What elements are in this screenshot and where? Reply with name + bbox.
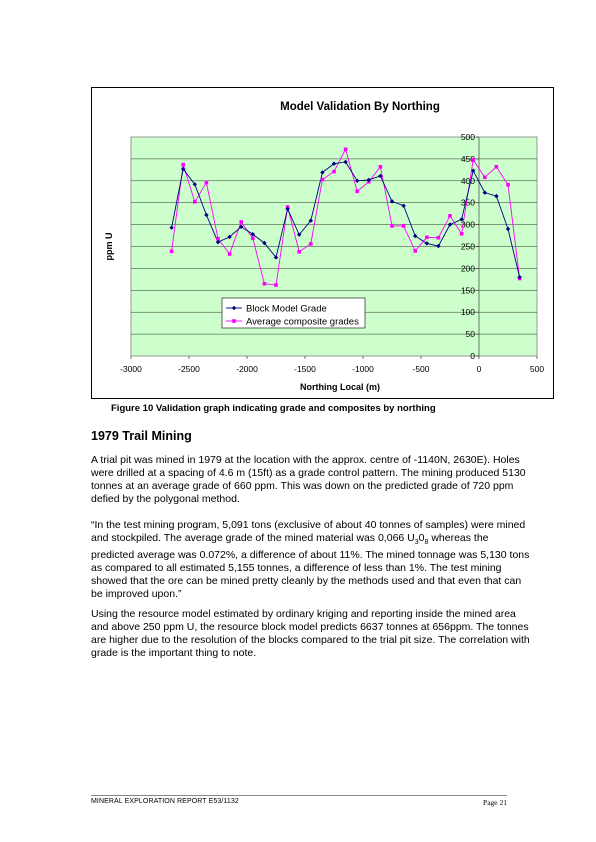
paragraph-test-mining-quote: “In the test mining program, 5,091 tons … xyxy=(91,519,531,601)
data-point-series-1 xyxy=(262,281,267,286)
legend-marker-1 xyxy=(232,319,236,323)
quote-text-part1: “In the test mining program, 5,091 tons … xyxy=(91,519,526,544)
legend-marker-0 xyxy=(231,305,237,311)
x-tick-label: -3000 xyxy=(120,364,142,374)
data-point-series-0 xyxy=(181,166,186,172)
subscript-8: 8 xyxy=(424,539,429,547)
data-point-series-0 xyxy=(401,203,406,208)
data-point-series-0 xyxy=(505,226,511,232)
y-tick-label: 100 xyxy=(461,307,475,317)
data-point-series-1 xyxy=(216,236,220,241)
data-point-series-1 xyxy=(204,180,209,185)
data-point-series-1 xyxy=(494,164,499,169)
data-point-series-1 xyxy=(378,164,383,169)
data-point-series-1 xyxy=(297,249,301,254)
data-point-series-0 xyxy=(262,240,267,246)
x-tick-label: 0 xyxy=(477,364,482,374)
validation-chart: Model Validation By Northing 0 50 100 150 200… xyxy=(104,101,544,392)
y-tick-label: 500 xyxy=(461,132,475,142)
data-point-series-1 xyxy=(390,224,394,228)
data-point-series-1 xyxy=(483,175,487,180)
data-point-series-1 xyxy=(320,177,325,182)
data-point-series-0 xyxy=(471,168,476,173)
x-axis-label: Northing Local (m) xyxy=(300,382,380,392)
y-tick-label: 50 xyxy=(466,329,476,339)
data-point-series-0 xyxy=(436,243,441,249)
y-axis-label: ppm U xyxy=(104,233,114,261)
paragraph-trial-pit: A trial pit was mined in 1979 at the loc… xyxy=(91,454,526,505)
data-point-series-1 xyxy=(227,252,232,256)
figure-caption: Figure 10 Validation graph indicating gr… xyxy=(111,403,436,414)
data-point-series-1 xyxy=(471,157,475,162)
paragraph-resource-model: Using the resource model estimated by or… xyxy=(91,608,530,659)
chart-frame: Model Validation By Northing 0 50 100 150 200… xyxy=(91,87,554,399)
y-tick-label: 400 xyxy=(461,176,475,186)
data-point-series-1 xyxy=(355,189,359,194)
data-point-series-0 xyxy=(204,212,209,218)
footer-page-number: Page 21 xyxy=(483,798,507,807)
data-point-series-0 xyxy=(169,225,174,230)
data-point-series-1 xyxy=(169,249,174,254)
data-point-series-0 xyxy=(331,161,337,166)
footer-divider xyxy=(91,795,507,796)
y-tick-label: 0 xyxy=(470,351,475,361)
data-point-series-1 xyxy=(251,236,255,240)
legend-label-1: Average composite grades xyxy=(246,317,359,328)
data-point-series-0 xyxy=(447,222,453,227)
data-point-series-1 xyxy=(309,242,313,246)
y-tick-label: 350 xyxy=(461,198,475,208)
section-heading: 1979 Trail Mining xyxy=(91,429,192,443)
x-tick-label: 500 xyxy=(530,364,544,374)
data-point-series-0 xyxy=(227,234,232,240)
data-point-series-1 xyxy=(506,182,510,187)
x-tick-label: -2500 xyxy=(178,364,200,374)
data-point-series-1 xyxy=(413,249,417,253)
data-point-series-0 xyxy=(320,170,325,175)
data-point-series-0 xyxy=(459,217,464,222)
data-point-series-0 xyxy=(343,159,348,165)
data-point-series-1 xyxy=(239,220,243,224)
data-point-series-1 xyxy=(274,283,278,287)
x-tick-label: -1000 xyxy=(352,364,374,374)
data-point-series-0 xyxy=(308,218,313,223)
data-point-series-0 xyxy=(413,233,418,239)
x-tick-label: -2000 xyxy=(236,364,258,374)
data-point-series-1 xyxy=(425,235,429,240)
data-point-series-1 xyxy=(401,224,406,228)
data-point-series-0 xyxy=(250,232,255,237)
data-point-series-1 xyxy=(332,169,336,174)
x-tick-label: -1500 xyxy=(294,364,316,374)
quote-text-oxygen: 0 xyxy=(418,532,425,544)
data-point-series-1 xyxy=(459,231,464,236)
data-point-series-0 xyxy=(273,255,279,260)
quote-text-part2: whereas the predicted average was 0.072%… xyxy=(91,532,530,601)
data-point-series-1 xyxy=(193,200,197,204)
data-point-series-0 xyxy=(482,190,487,195)
data-point-series-0 xyxy=(389,199,395,204)
data-point-series-1 xyxy=(448,214,452,218)
data-point-series-0 xyxy=(366,177,371,183)
data-point-series-0 xyxy=(239,224,244,229)
legend-label-0: Block Model Grade xyxy=(246,304,327,315)
data-point-series-1 xyxy=(436,235,441,240)
data-point-series-1 xyxy=(343,147,348,152)
legend-box xyxy=(221,297,366,329)
data-point-series-1 xyxy=(181,162,185,167)
y-tick-label: 200 xyxy=(461,263,475,273)
data-point-series-0 xyxy=(192,182,197,187)
x-tick-label: -500 xyxy=(412,364,429,374)
data-point-series-0 xyxy=(297,232,302,237)
data-point-series-0 xyxy=(424,241,429,246)
y-tick-label: 300 xyxy=(461,220,475,230)
y-tick-label: 250 xyxy=(461,242,475,252)
data-point-series-0 xyxy=(355,178,360,183)
data-point-series-0 xyxy=(494,193,499,199)
subscript-3: 3 xyxy=(414,539,419,547)
y-tick-label: 450 xyxy=(461,154,475,164)
chart-title: Model Validation By Northing xyxy=(280,101,440,113)
footer-report-title: MINERAL EXPLORATION REPORT E53/1132 xyxy=(91,798,239,805)
data-point-series-0 xyxy=(378,173,383,179)
y-tick-label: 150 xyxy=(461,285,475,295)
